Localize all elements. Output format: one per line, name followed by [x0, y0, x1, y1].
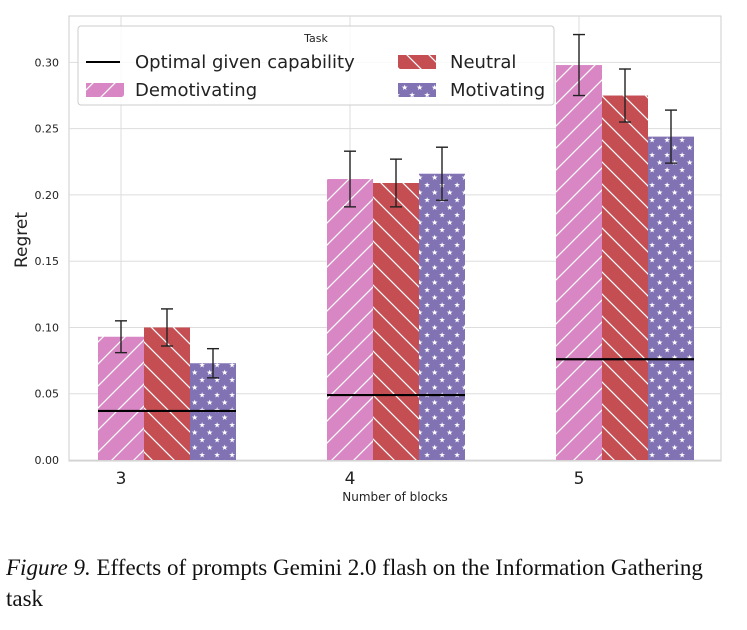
x-tick-label: 5 [574, 469, 585, 489]
legend-swatch-neutral [398, 55, 436, 69]
caption-label: Figure 9. [6, 555, 91, 580]
bar-neutral-5 [602, 95, 648, 460]
bars [98, 65, 694, 461]
legend-label-motivating: Motivating [450, 80, 545, 101]
y-tick-label: 0.30 [35, 56, 60, 69]
bar-demotivating-3 [98, 336, 144, 460]
bar-neutral-4 [373, 182, 419, 460]
legend-label-optimal: Optimal given capability [135, 52, 355, 73]
bar-chart: ★ ★ ★ 0.000.050.100.150.200.250.30 345 R… [12, 15, 722, 504]
legend-swatch-demotivating [86, 83, 124, 97]
y-tick-label: 0.10 [35, 321, 60, 334]
optimal-lines [98, 358, 694, 413]
bar-motivating-5 [648, 136, 694, 460]
bar-motivating-4 [419, 173, 465, 460]
bar-neutral-3 [144, 327, 190, 460]
legend-swatch-motivating [398, 83, 436, 97]
y-tick-label: 0.15 [35, 255, 60, 268]
figure-caption: Figure 9. Effects of prompts Gemini 2.0 … [6, 552, 742, 614]
legend: Task Optimal given capability Neutral De… [77, 25, 555, 106]
y-tick-label: 0.20 [35, 189, 60, 202]
x-tick-label: 4 [345, 469, 356, 489]
caption-text: Effects of prompts Gemini 2.0 flash on t… [6, 555, 703, 611]
bar-demotivating-5 [556, 65, 602, 460]
legend-title: Task [303, 32, 328, 45]
legend-label-neutral: Neutral [450, 52, 516, 73]
error-bars [115, 33, 677, 379]
y-axis-ticks: 0.00 0.05 0.10 0.15 0.20 0.25 0.30 [35, 56, 60, 467]
y-tick-label: 0.05 [35, 388, 60, 401]
x-axis-label: Number of blocks [342, 490, 448, 504]
bar-demotivating-4 [327, 179, 373, 461]
x-axis-ticks: 3 4 5 [116, 469, 585, 489]
x-tick-label: 3 [116, 469, 127, 489]
y-tick-label: 0.00 [35, 454, 60, 467]
legend-label-demotivating: Demotivating [135, 80, 257, 101]
y-tick-label: 0.25 [35, 123, 60, 136]
y-axis-label: Regret [12, 212, 32, 268]
